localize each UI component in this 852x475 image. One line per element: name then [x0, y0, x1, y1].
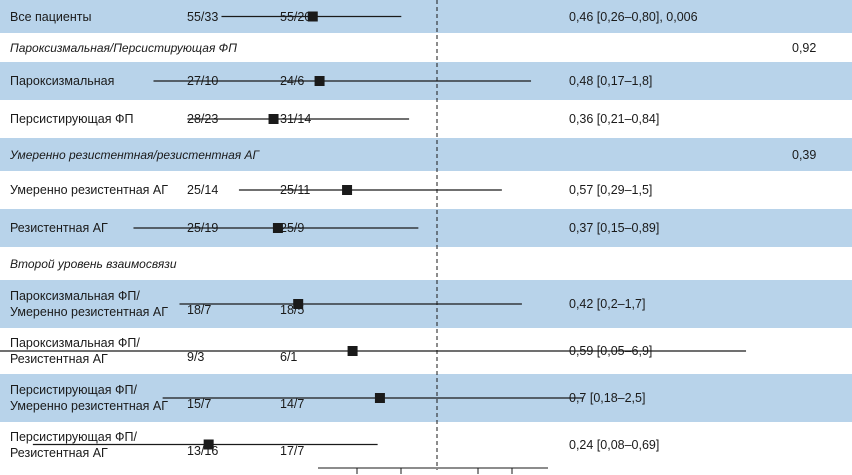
subgroup-row: Персистирующая ФП 28/23 31/14 0,36 [0,21–0,…: [0, 100, 852, 138]
row-label: Пароксизмальная/Персистирующая ФП: [10, 40, 237, 55]
estimate-ci-text: 0,37 [0,15–0,89]: [569, 221, 660, 235]
treatment-count: 14/7: [280, 397, 305, 411]
subgroup-header-row: Умеренно резистентная/резистентная АГ 0,3…: [0, 138, 852, 171]
treatment-count: 17/7: [280, 443, 305, 458]
treatment-count: 24/6: [280, 74, 305, 88]
row-label-line1: Персистирующая ФП/: [10, 429, 137, 444]
row-label: Все пациенты: [10, 9, 92, 24]
row-label-line1: Пароксизмальная ФП/: [10, 336, 140, 350]
estimate-ci-text: 0,7 [0,18–2,5]: [569, 391, 646, 405]
control-count: 25/14: [187, 183, 219, 197]
treatment-count: 55/20: [280, 9, 312, 24]
row-label: Персистирующая ФП: [10, 112, 134, 126]
estimate-ci-text: 0,59 [0,05–6,9]: [569, 344, 653, 358]
subgroup-header-row: Второй уровень взаимосвязи: [0, 247, 852, 280]
subgroup-row: Персистирующая ФП/Резистентная АГ 13/16 17…: [0, 422, 852, 467]
subgroup-row: Все пациенты 55/33 55/20 0,46 [0,26–0,80], …: [0, 0, 852, 33]
row-label-line2: Резистентная АГ: [10, 445, 108, 460]
treatment-count: 6/1: [280, 350, 298, 364]
control-count: 55/33: [187, 9, 219, 24]
subgroup-row: Пароксизмальная ФП/Резистентная АГ 9/3 6/1…: [0, 328, 852, 374]
row-label: Второй уровень взаимосвязи: [10, 256, 177, 271]
row-label: Пароксизмальная: [10, 74, 115, 88]
row-label-line2: Умеренно резистентная АГ: [10, 305, 169, 319]
treatment-count: 31/14: [280, 112, 312, 126]
control-count: 15/7: [187, 397, 212, 411]
control-count: 25/19: [187, 221, 219, 235]
subgroup-row: Умеренно резистентная АГ 25/14 25/11 0,57 […: [0, 171, 852, 209]
estimate-ci-text: 0,36 [0,21–0,84]: [569, 112, 660, 126]
estimate-ci-text: 0,24 [0,08–0,69]: [569, 437, 660, 452]
estimate-ci-text: 0,42 [0,2–1,7]: [569, 297, 646, 311]
interaction-p-value: 0,92: [792, 40, 817, 55]
row-label: Резистентная АГ: [10, 221, 108, 235]
estimate-ci-text: 0,57 [0,29–1,5]: [569, 183, 653, 197]
control-count: 27/10: [187, 74, 219, 88]
row-label-line2: Умеренно резистентная АГ: [10, 399, 169, 413]
treatment-count: 25/9: [280, 221, 305, 235]
row-label: Персистирующая ФП/Умеренно резистентная …: [10, 382, 168, 414]
estimate-ci-text: 0,48 [0,17–1,8]: [569, 74, 653, 88]
row-label: Умеренно резистентная/резистентная АГ: [10, 147, 260, 162]
row-label-line1: Пароксизмальная ФП/: [10, 289, 140, 303]
row-label: Пароксизмальная ФП/Умеренно резистентная…: [10, 288, 168, 320]
row-label-line1: Персистирующая ФП/: [10, 383, 137, 397]
control-count: 13/16: [187, 443, 219, 458]
row-label-line2: Резистентная АГ: [10, 352, 108, 366]
row-label: Персистирующая ФП/Резистентная АГ: [10, 429, 137, 461]
control-count: 18/7: [187, 303, 212, 317]
row-label: Пароксизмальная ФП/Резистентная АГ: [10, 335, 140, 367]
estimate-ci-text: 0,46 [0,26–0,80], 0,006: [569, 9, 698, 24]
subgroup-row: Пароксизмальная 27/10 24/6 0,48 [0,17–1,8]: [0, 62, 852, 100]
interaction-p-value: 0,39: [792, 147, 817, 162]
control-count: 28/23: [187, 112, 219, 126]
subgroup-row: Пароксизмальная ФП/Умеренно резистентная…: [0, 280, 852, 328]
control-count: 9/3: [187, 350, 205, 364]
subgroup-header-row: Пароксизмальная/Персистирующая ФП 0,92: [0, 33, 852, 62]
subgroup-row: Резистентная АГ 25/19 25/9 0,37 [0,15–0,89]: [0, 209, 852, 247]
subgroup-row: Персистирующая ФП/Умеренно резистентная …: [0, 374, 852, 422]
row-label: Умеренно резистентная АГ: [10, 183, 169, 197]
treatment-count: 18/5: [280, 303, 305, 317]
treatment-count: 25/11: [280, 183, 311, 197]
